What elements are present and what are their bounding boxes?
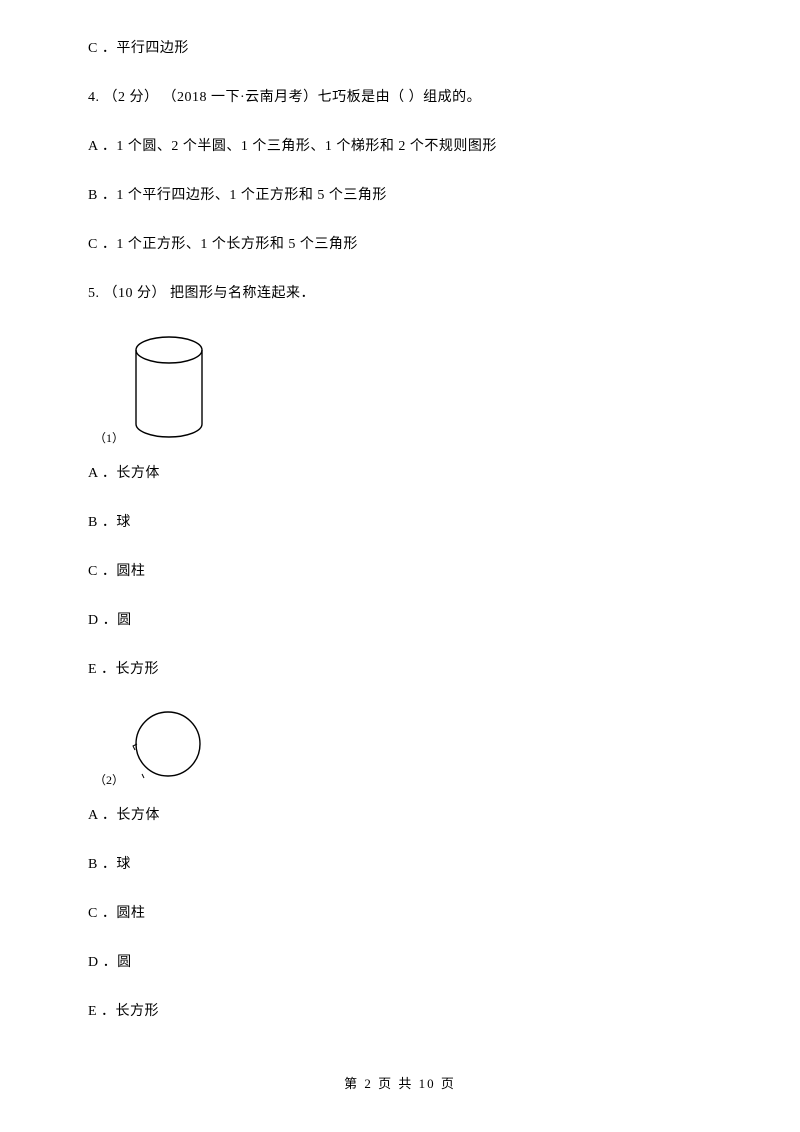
q5-sub1-option-c: C ．圆柱 bbox=[88, 561, 712, 582]
q5-sub2-option-e: E ．长方形 bbox=[88, 1001, 712, 1022]
q3-option-c: C ．平行四边形 bbox=[88, 38, 712, 59]
q4-stem: 4. （2 分） （2018 一下·云南月考）七巧板是由（ ）组成的。 bbox=[88, 87, 712, 108]
cylinder-icon bbox=[128, 332, 210, 447]
q5-sub2-option-a: A ．长方体 bbox=[88, 805, 712, 826]
q5-sub1-label: （1） bbox=[94, 429, 124, 447]
q5-sub2-label: （2） bbox=[94, 771, 124, 789]
page-footer: 第 2 页 共 10 页 bbox=[0, 1073, 800, 1092]
q4-option-a: A ．1 个圆、2 个半圆、1 个三角形、1 个梯形和 2 个不规则图形 bbox=[88, 136, 712, 157]
q5-sub2-option-d: D ．圆 bbox=[88, 952, 712, 973]
circle-icon bbox=[128, 708, 206, 789]
document-page: C ．平行四边形 4. （2 分） （2018 一下·云南月考）七巧板是由（ ）… bbox=[0, 0, 800, 1022]
q5-sub1-option-b: B ．球 bbox=[88, 512, 712, 533]
q5-sub1-option-a: A ．长方体 bbox=[88, 463, 712, 484]
q5-sub1-option-e: E ．长方形 bbox=[88, 659, 712, 680]
q5-stem: 5. （10 分） 把图形与名称连起来． bbox=[88, 283, 712, 304]
q4-option-c: C ．1 个正方形、1 个长方形和 5 个三角形 bbox=[88, 234, 712, 255]
q4-option-b: B ．1 个平行四边形、1 个正方形和 5 个三角形 bbox=[88, 185, 712, 206]
q5-sub2-option-b: B ．球 bbox=[88, 854, 712, 875]
q5-sub2-option-c: C ．圆柱 bbox=[88, 903, 712, 924]
q5-sub1-option-d: D ．圆 bbox=[88, 610, 712, 631]
q5-sub1: （1） bbox=[88, 332, 712, 447]
q5-sub2: （2） bbox=[88, 708, 712, 789]
